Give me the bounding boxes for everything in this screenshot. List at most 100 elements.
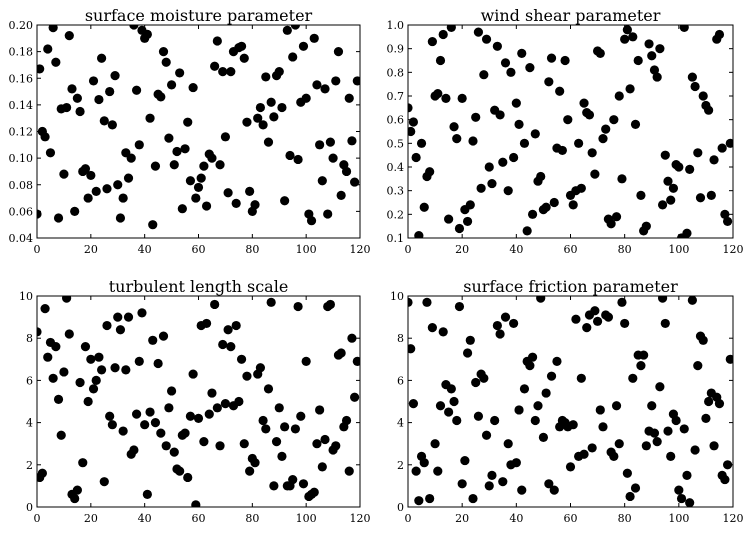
scatter-point: [350, 177, 360, 187]
scatter-point: [571, 314, 581, 324]
scatter-point: [704, 105, 714, 115]
x-tick-label: 60: [564, 512, 578, 525]
scatter-point: [94, 94, 104, 105]
scatter-point: [261, 72, 271, 82]
x-tick-label: 60: [192, 243, 206, 256]
scatter-point: [282, 25, 292, 35]
scatter-point: [64, 31, 74, 41]
x-tick-label: 80: [245, 512, 259, 525]
scatter-point: [91, 375, 101, 385]
scatter-point: [671, 415, 681, 426]
scatter-point: [242, 117, 252, 127]
scatter-point: [126, 153, 136, 163]
scatter-point: [471, 112, 481, 122]
scatter-point: [347, 136, 357, 146]
scatter-point: [408, 126, 416, 137]
scatter-point: [145, 113, 155, 123]
scatter-point: [196, 173, 206, 183]
scatter-point: [611, 212, 622, 222]
scatter-point: [236, 41, 247, 51]
scatter-point: [614, 91, 624, 101]
scatter-point: [476, 183, 486, 193]
scatter-point: [666, 195, 676, 205]
scatter-point: [722, 216, 733, 227]
scatter-point: [242, 371, 252, 381]
scatter-point: [527, 209, 538, 219]
scatter-point: [37, 468, 47, 478]
scatter-point: [105, 411, 115, 421]
scatter-point: [552, 356, 562, 367]
scatter-point: [652, 436, 662, 447]
scatter-point: [546, 371, 557, 381]
scatter-point: [110, 70, 120, 81]
y-tick-label: 0.6: [387, 114, 405, 127]
y-tick-label: 0.8: [387, 66, 405, 79]
scatter-point: [277, 102, 287, 113]
scatter-point: [88, 384, 99, 394]
scatter-point: [312, 439, 322, 449]
y-tick-label: 0.7: [387, 90, 405, 103]
scatter-point: [285, 150, 295, 161]
scatter-point: [598, 134, 608, 144]
scatter-point: [630, 483, 641, 493]
scatter-point: [576, 373, 586, 383]
scatter-point: [142, 489, 152, 499]
scatter-point: [263, 384, 274, 394]
scatter-point: [647, 401, 657, 411]
scatter-point: [446, 384, 456, 394]
scatter-point: [301, 356, 311, 367]
scatter-point: [630, 119, 641, 129]
scatter-point: [255, 363, 266, 373]
scatter-point: [706, 190, 716, 200]
scatter-point: [622, 468, 632, 478]
scatter-point: [210, 61, 220, 71]
scatter-point: [226, 342, 236, 352]
scatter-point: [495, 110, 505, 120]
scatter-point: [687, 72, 697, 82]
scatter-point: [687, 296, 697, 305]
scatter-point: [164, 133, 174, 143]
scatter-point: [533, 401, 543, 411]
scatter-point: [148, 335, 158, 345]
scatter-point: [563, 115, 573, 125]
y-tick-label: 10: [390, 290, 404, 303]
y-tick-label: 0.06: [9, 205, 34, 218]
scatter-point: [223, 188, 233, 198]
scatter-point: [107, 120, 117, 130]
x-tick-label: 40: [138, 512, 152, 525]
scatter-point: [427, 323, 437, 333]
scatter-point: [161, 57, 171, 67]
scatter-point: [43, 44, 53, 54]
scatter-point: [245, 186, 255, 197]
axes-frame: [36, 24, 361, 239]
scatter-point: [668, 183, 679, 193]
scatter-point: [183, 472, 193, 483]
scatter-point: [704, 396, 714, 407]
scatter-point: [78, 458, 88, 468]
scatter-point: [153, 358, 163, 369]
scatter-point: [519, 384, 530, 394]
scatter-point: [341, 166, 352, 177]
scatter-point: [269, 112, 279, 122]
scatter-point: [51, 342, 61, 352]
scatter-point: [83, 396, 93, 407]
scatter-point: [690, 81, 700, 92]
scatter-point: [652, 72, 662, 82]
scatter-point: [595, 405, 605, 415]
x-tick-label: 100: [296, 243, 317, 256]
x-tick-label: 120: [723, 512, 744, 525]
scatter-point: [517, 48, 527, 59]
scatter-point: [70, 493, 80, 504]
scatter-point: [105, 86, 115, 97]
scatter-point: [465, 335, 475, 345]
scatter-point: [204, 409, 214, 419]
scatter-point: [48, 373, 58, 383]
scatter-point: [43, 352, 53, 362]
scatter-point: [449, 396, 459, 407]
scatter-point: [134, 356, 144, 367]
scatter-point: [271, 436, 282, 447]
scatter-point: [636, 190, 646, 200]
scatter-point: [236, 354, 247, 364]
scatter-point: [487, 470, 497, 480]
